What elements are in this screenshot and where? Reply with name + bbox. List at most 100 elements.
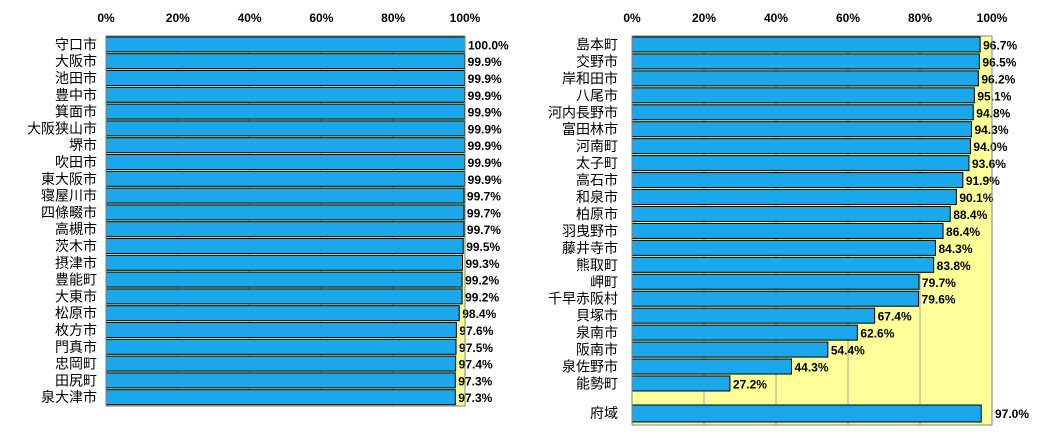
chart1-data-label: 99.2% [465,290,499,304]
chart2-bar [631,121,972,138]
chart2-category-label: 河南町 [576,139,618,155]
chart2-category-label: 羽曳野市 [562,223,618,240]
chart2-bar [631,239,936,256]
chart1-category-label: 四條畷市 [41,204,97,221]
chart2-data-label: 79.6% [922,293,956,307]
chart2-bar [631,189,957,206]
chart1-data-label: 97.4% [459,358,493,372]
chart2-data-label: 84.3% [938,242,972,256]
chart2-bar [631,205,951,222]
chart1-data-label: 99.7% [467,206,501,220]
chart1-category-label: 大阪狭山市 [27,120,97,137]
chart2-bar [631,273,920,290]
chart2-category-label: 島本町 [576,37,618,53]
chart2-data-label: 54.4% [831,344,865,358]
chart1-bar [105,86,466,103]
chart2-bar [631,36,981,53]
chart1-category-label: 東大阪市 [41,171,97,188]
chart2-bar [631,358,792,375]
chart1-bar [105,187,465,204]
chart1-bar [105,355,457,372]
chart1-category-label: 高槻市 [55,221,97,238]
chart1-category-label: 箕面市 [55,104,97,121]
chart2-bar [631,307,876,324]
chart1-category-label: 摂津市 [55,255,97,272]
chart1-data-label: 99.9% [468,122,502,136]
chart1-data-label: 99.5% [466,240,500,254]
chart2-plot-border [631,35,993,426]
chart1-category-label: 大阪市 [55,53,97,70]
chart1-data-label: 99.9% [468,55,502,69]
chart1-bar [105,103,466,120]
chart1-data-label: 97.3% [458,391,492,405]
chart1-bar [105,254,463,271]
chart2-category-label: 河内長野市 [548,104,618,121]
chart2-data-label: 94.8% [976,106,1010,120]
chart1-x-tick-label: 40% [238,11,262,25]
chart1-category-label: 枚方市 [55,322,97,339]
chart2-data-label: 44.3% [794,361,828,375]
chart1-category-label: 堺市 [69,137,97,154]
chart1-bar [105,170,466,187]
chart2-category-label: 阪南市 [576,342,618,359]
chart2-bar [631,324,858,341]
chart1-x-tick-label: 0% [97,11,115,25]
chart2-data-label: 90.1% [959,191,993,205]
chart1-bar [105,204,465,221]
chart2-data-label: 88.4% [953,208,987,222]
chart1-category-label: 忠岡町 [55,357,97,373]
chart1-bar [105,389,456,406]
chart2-bar [631,256,935,273]
chart1-category-label: 田尻町 [55,373,97,389]
chart1-bar [105,70,466,86]
chart1-category-label: 豊中市 [55,87,97,104]
chart2-data-label: 83.8% [937,259,971,273]
chart2-data-label: 62.6% [860,327,894,341]
chart2-bar [631,53,980,70]
chart2-group: 0% 20% 40% 60% 80% 100% 島本町 96.7% 交野市 96.5% 岸和田市 96… [548,11,1029,426]
chart2-bar [631,70,979,87]
chart1-x-tick-label: 60% [309,11,333,25]
chart2-x-tick-label: 0% [623,11,641,25]
chart1-data-label: 99.2% [465,274,499,288]
chart1-group: 0% 20% 40% 60% 80% 100% 守口市 100.0% 大阪市 99.9% 池田市 99… [27,11,509,407]
chart2-category-label: 柏原市 [576,206,618,223]
chart1-bar [105,338,457,355]
chart1-bar [105,305,460,322]
chart2-category-label: 泉佐野市 [562,359,618,376]
chart1-category-label: 泉大津市 [41,389,97,406]
chart1-bar [105,53,466,70]
chart1-bar [105,154,466,170]
chart1-data-label: 99.9% [468,106,502,120]
chart2-bar [631,87,975,104]
chart1-data-label: 99.9% [468,72,502,86]
chart2-summary-data-label: 97.0% [995,407,1029,421]
chart2-data-label: 96.5% [982,55,1016,69]
chart2-bar [631,138,971,155]
chart1-plot-border [105,35,466,407]
chart2-category-label: 熊取町 [576,258,618,274]
chart1-data-label: 99.7% [467,190,501,204]
chart2-data-label: 91.9% [966,174,1000,188]
chart2-data-label: 95.1% [977,89,1011,103]
chart1-bar [105,238,464,254]
chart1-category-label: 門真市 [55,339,97,356]
chart1-x-tick-label: 20% [166,11,190,25]
chart1-category-label: 茨木市 [55,238,97,255]
chart2-data-label: 79.7% [922,276,956,290]
chart1-category-label: 池田市 [55,70,97,87]
chart1-bar [105,137,466,154]
chart1-bar [105,36,466,53]
chart1-bar [105,271,463,288]
chart2-bar [631,290,920,307]
chart2-category-label: 太子町 [576,156,618,172]
chart1-bar [105,221,465,238]
chart1-category-label: 吹田市 [55,154,97,171]
chart1-data-label: 99.9% [468,173,502,187]
chart1-data-label: 99.9% [468,156,502,170]
chart2-bar [631,172,964,189]
chart2-bar [631,222,944,239]
chart1-bar [105,120,466,137]
chart2-category-label: 能勢町 [576,376,618,392]
